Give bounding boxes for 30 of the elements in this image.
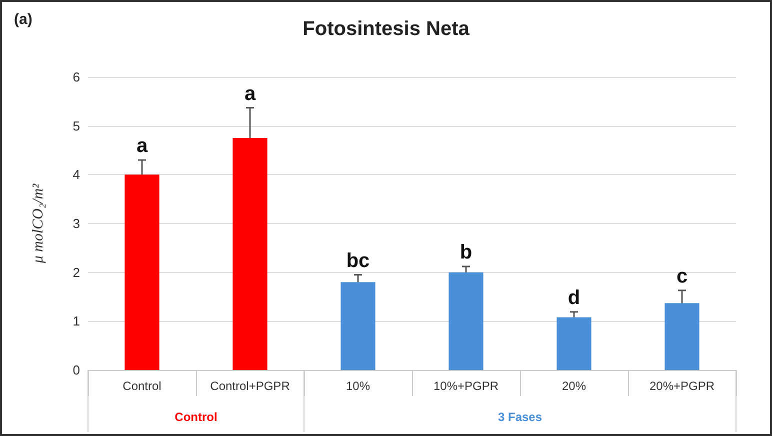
x-tick-label: Control+PGPR bbox=[210, 379, 290, 393]
bar bbox=[664, 303, 700, 370]
y-tick-label: 5 bbox=[72, 118, 80, 134]
y-tick-label: 3 bbox=[72, 216, 80, 231]
y-tick-label: 4 bbox=[72, 167, 80, 182]
bar bbox=[448, 272, 484, 370]
y-tick-label: 6 bbox=[72, 70, 80, 84]
text: (a) bbox=[14, 11, 32, 28]
annotation: d bbox=[568, 286, 580, 309]
x-tick-label: 10% bbox=[346, 379, 370, 393]
text: 3 Fases bbox=[498, 410, 542, 424]
chart-title: Fotosintesis Neta bbox=[302, 18, 470, 40]
y-tick-label: 1 bbox=[72, 314, 80, 329]
x-tick-label: 20%+PGPR bbox=[649, 379, 715, 393]
x-tick-label: Control bbox=[122, 379, 162, 393]
x-tick-label: 20% bbox=[562, 379, 586, 393]
bar bbox=[340, 282, 376, 370]
bar bbox=[556, 317, 592, 370]
annotation: bc bbox=[346, 250, 370, 272]
annotation: c bbox=[676, 265, 688, 288]
annotation: a bbox=[136, 135, 148, 158]
x-tick-label: 10%+PGPR bbox=[433, 379, 499, 393]
bar bbox=[124, 174, 160, 370]
annotation: a bbox=[244, 82, 256, 105]
annotation: b bbox=[460, 241, 472, 264]
y-tick-label: 0 bbox=[72, 362, 80, 378]
text: Control bbox=[174, 410, 218, 424]
y-axis-title: μ molCO₂/m² bbox=[30, 183, 46, 264]
bar bbox=[232, 138, 268, 370]
y-tick-label: 2 bbox=[72, 264, 80, 280]
